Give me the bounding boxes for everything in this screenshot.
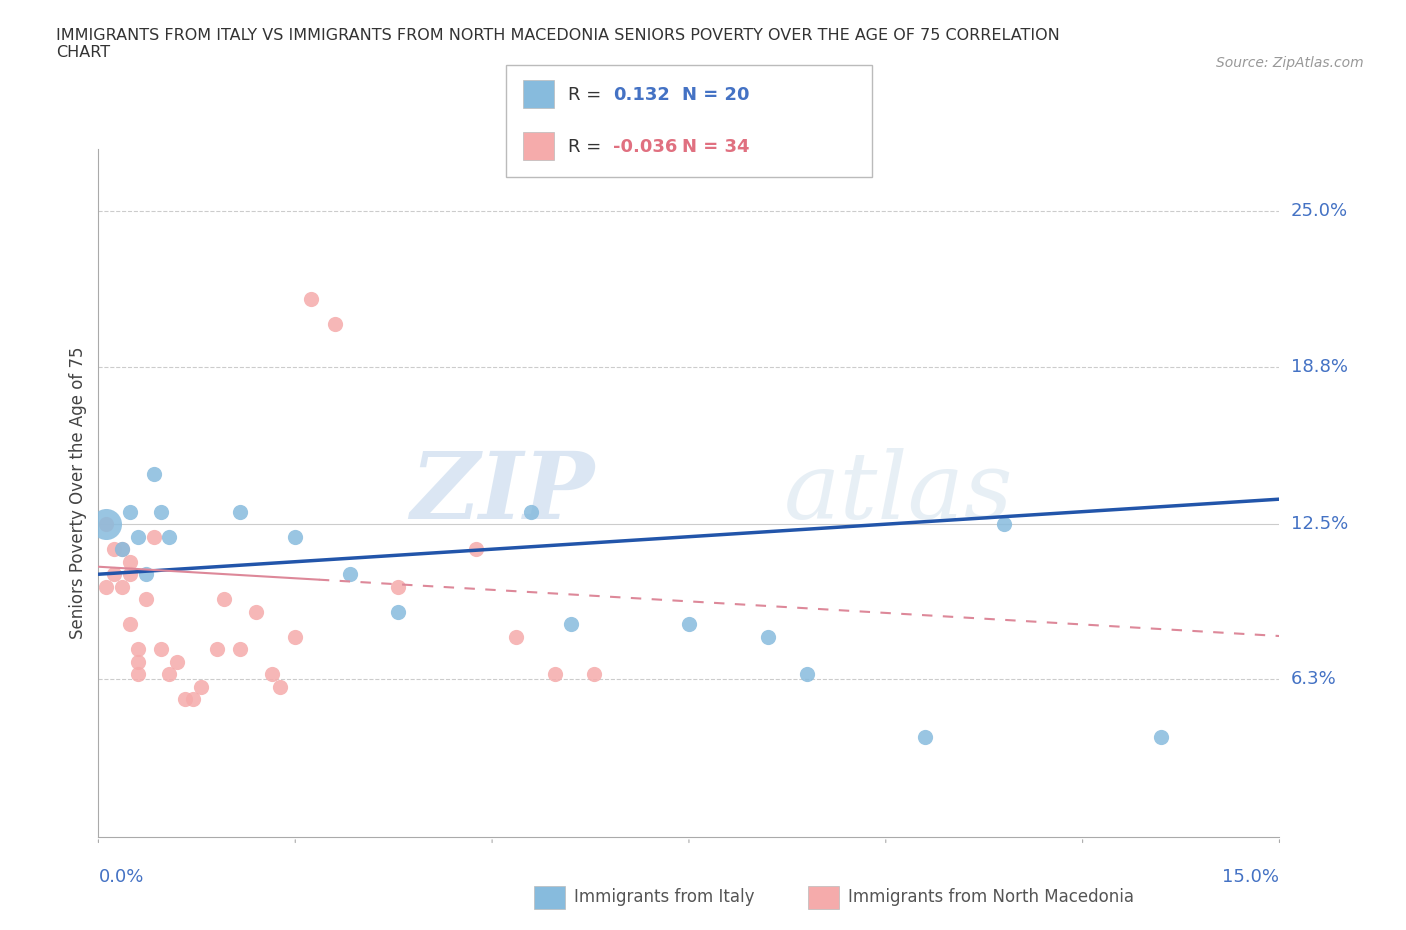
Point [190,680,212,695]
Point [118,554,141,569]
Text: R =: R = [568,86,607,104]
Point [118,617,141,631]
Point [174,692,197,707]
Point [269,680,291,695]
Text: atlas: atlas [783,448,1012,538]
Point [299,291,322,306]
Point [127,655,149,670]
Text: 12.5%: 12.5% [1291,515,1348,533]
Text: 15.0%: 15.0% [1222,868,1279,885]
Point [284,529,307,544]
Point [127,642,149,657]
Text: 0.132: 0.132 [613,86,669,104]
Point [127,667,149,682]
Point [127,529,149,544]
Point [181,692,204,707]
Point [118,504,141,519]
Text: Immigrants from North Macedonia: Immigrants from North Macedonia [848,888,1133,907]
Point [214,591,236,606]
Point [111,542,134,557]
Point [103,542,125,557]
Point [260,667,283,682]
Text: N = 20: N = 20 [682,86,749,104]
Point [157,667,180,682]
Text: Source: ZipAtlas.com: Source: ZipAtlas.com [1216,56,1364,70]
Point [96,579,118,594]
Point [96,517,118,532]
Point [135,591,157,606]
Point [387,579,409,594]
Point [465,542,488,557]
Point [993,517,1015,532]
Point [150,642,173,657]
Text: ZIP: ZIP [411,448,595,538]
Point [544,667,567,682]
Point [157,529,180,544]
Point [142,529,165,544]
Point [796,667,818,682]
Point [914,729,936,744]
Point [229,642,252,657]
Point [150,504,173,519]
Point [323,316,346,331]
Text: -0.036: -0.036 [613,138,678,155]
Point [505,630,527,644]
Text: 6.3%: 6.3% [1291,671,1336,688]
Y-axis label: Seniors Poverty Over the Age of 75: Seniors Poverty Over the Age of 75 [69,347,87,639]
Point [103,566,125,581]
Text: IMMIGRANTS FROM ITALY VS IMMIGRANTS FROM NORTH MACEDONIA SENIORS POVERTY OVER TH: IMMIGRANTS FROM ITALY VS IMMIGRANTS FROM… [56,28,1060,60]
Point [166,655,188,670]
Point [111,542,134,557]
Text: 18.8%: 18.8% [1291,357,1347,376]
Point [560,617,582,631]
Text: R =: R = [568,138,607,155]
Point [118,566,141,581]
Point [583,667,606,682]
Point [111,579,134,594]
Point [339,566,361,581]
Point [756,630,779,644]
Text: N = 34: N = 34 [682,138,749,155]
Point [520,504,543,519]
Point [284,630,307,644]
Point [678,617,700,631]
Point [205,642,228,657]
Point [245,604,267,619]
Point [135,566,157,581]
Point [229,504,252,519]
Text: 25.0%: 25.0% [1291,203,1348,220]
Point [387,604,409,619]
Text: 0.0%: 0.0% [98,868,143,885]
Point [142,467,165,482]
Point [96,517,118,532]
Text: Immigrants from Italy: Immigrants from Italy [574,888,754,907]
Point [1150,729,1173,744]
